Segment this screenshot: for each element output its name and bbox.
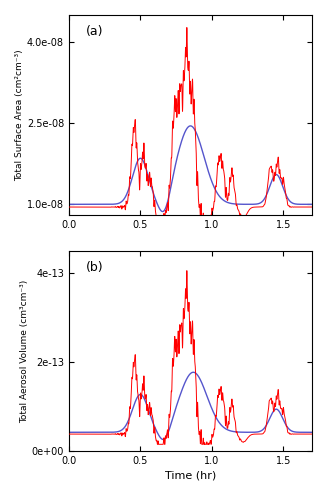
Text: (b): (b): [86, 261, 104, 274]
Y-axis label: Total Aerosol Volume (cm³cm⁻³): Total Aerosol Volume (cm³cm⁻³): [20, 279, 29, 423]
Text: (a): (a): [86, 25, 103, 38]
Y-axis label: Total Surface Area (cm²cm⁻³): Total Surface Area (cm²cm⁻³): [15, 50, 24, 181]
X-axis label: Time (hr): Time (hr): [165, 470, 216, 480]
